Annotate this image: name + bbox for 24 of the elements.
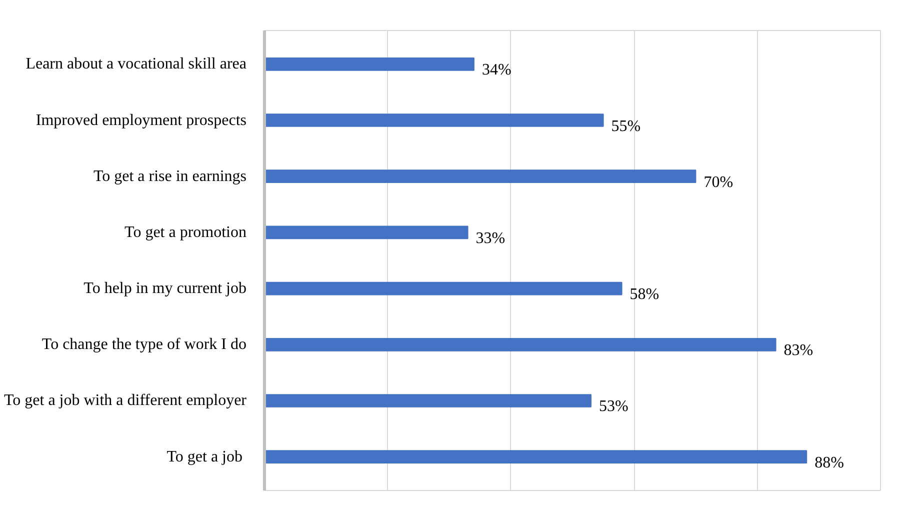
bar bbox=[264, 226, 468, 240]
y-tick-label: Learn about a vocational skill area bbox=[26, 56, 247, 73]
data-label: 34% bbox=[482, 62, 512, 79]
bar bbox=[264, 282, 622, 296]
bar bbox=[264, 338, 776, 352]
y-tick-label: To get a promotion bbox=[124, 224, 246, 241]
y-tick-label: To help in my current job bbox=[84, 280, 246, 298]
data-label: 88% bbox=[814, 454, 844, 472]
data-label: 33% bbox=[476, 230, 506, 247]
y-tick-label: Improved employment prospects bbox=[36, 112, 247, 129]
y-tick-label: To get a job with a different employer bbox=[4, 392, 248, 410]
bar bbox=[264, 394, 592, 408]
y-tick-label: To get a job bbox=[166, 448, 242, 466]
bar bbox=[264, 57, 474, 71]
data-label: 70% bbox=[704, 174, 734, 191]
bar bbox=[264, 170, 696, 184]
data-label: 58% bbox=[630, 286, 660, 304]
y-tick-label: To change the type of work I do bbox=[42, 336, 246, 354]
y-tick-label: To get a rise in earnings bbox=[93, 168, 247, 185]
data-label: 53% bbox=[598, 398, 628, 416]
data-label: 83% bbox=[784, 342, 814, 360]
bar bbox=[264, 114, 604, 127]
data-label: 55% bbox=[611, 118, 641, 135]
bar bbox=[264, 450, 808, 464]
